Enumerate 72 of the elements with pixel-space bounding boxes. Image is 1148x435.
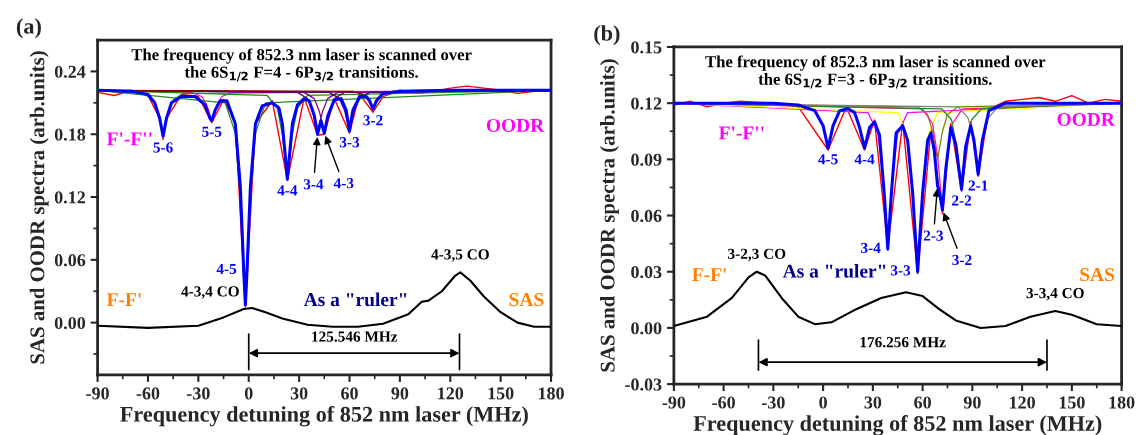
x-tick-label: 90 (391, 387, 409, 400)
y-tick-label: 0.03 (631, 265, 662, 279)
data-label: 4-5 (216, 263, 237, 275)
data-label: 4-3,5 CO (431, 249, 489, 262)
data-label: 2-1 (968, 180, 988, 191)
annotation: As a "ruler" (782, 264, 886, 278)
y-axis-title: SAS and OODR spectra (arb.units) (29, 51, 49, 364)
data-label: 4-5 (818, 154, 838, 165)
data-label: 3-2,3 CO (728, 248, 786, 262)
x-tick-label: -30 (762, 396, 785, 409)
y-tick-label: 0.06 (54, 254, 86, 267)
y-tick-label: 0.12 (54, 191, 85, 204)
x-tick-label: 60 (341, 387, 358, 400)
annotation: The frequency of 852.3 nm laser is scanned over the 6S$_{1/2}$ F=3 - 6P$_{3/2}$ transitions. (705, 55, 1046, 89)
y-tick-label: 0.18 (54, 128, 86, 141)
annotation: 3-4 (303, 179, 324, 190)
annotation: SAS (509, 293, 544, 307)
y-axis-title: SAS and OODR spectra (arb.units) (600, 59, 619, 372)
annotation: F-F' (106, 293, 141, 306)
x-tick-label: 0 (244, 387, 253, 400)
data-label: 3-3 (890, 265, 911, 276)
annotation: F-F' (692, 268, 726, 281)
annotation: F'-F'' (718, 126, 764, 140)
x-tick-label: -60 (136, 387, 160, 400)
data-label: 2-2 (952, 195, 972, 206)
x-tick-label: -90 (662, 396, 686, 409)
data-label: 3-3 (339, 137, 360, 148)
annotation: OODR (486, 118, 545, 132)
y-tick-label: 0.00 (631, 322, 662, 335)
x-axis-title: Frequency detuning of 852 nm laser (MHz) (693, 415, 1102, 435)
annotation: 3-2 (952, 254, 972, 266)
x-tick-label: 180 (538, 387, 564, 400)
x-tick-label: -60 (712, 396, 735, 409)
x-tick-label: 150 (1059, 396, 1085, 409)
y-tick-label: 0.24 (54, 65, 86, 78)
data-label: 3-3,4 CO (1026, 287, 1084, 301)
data-label: 5-6 (153, 142, 173, 153)
x-axis-title: Frequency detuning of 852 nm laser (MHz) (120, 405, 528, 427)
x-tick-label: 60 (914, 396, 931, 409)
x-tick-label: 150 (488, 387, 514, 400)
x-tick-label: 180 (1109, 396, 1135, 409)
data-label: 4-4 (854, 154, 875, 165)
x-tick-label: 30 (864, 396, 882, 409)
annotation: The frequency of 852.3 nm laser is scanned over the 6S$_{1/2}$ F=4 - 6P$_{3/2}$ transitions. (131, 48, 472, 82)
annotation: F'-F'' (106, 132, 152, 146)
data-label: 4-4 (277, 185, 298, 196)
annotation: 2-3 (923, 230, 944, 241)
data-label: 3-2 (363, 115, 383, 126)
y-tick-label: -0.03 (625, 378, 662, 391)
x-tick-label: 120 (438, 387, 464, 400)
y-tick-label: 0.15 (631, 41, 662, 54)
y-tick-label: 0.00 (54, 316, 86, 330)
annotation: 176.256 MHz (860, 337, 946, 348)
annotation: SAS (1080, 268, 1115, 282)
y-tick-label: 0.09 (631, 153, 662, 166)
x-tick-label: 0 (819, 396, 827, 409)
annotation: 4-3 (333, 178, 354, 189)
x-tick-label: -90 (86, 387, 109, 400)
x-tick-label: 30 (290, 387, 308, 400)
y-tick-label: 0.06 (631, 209, 662, 223)
annotation: OODR (1057, 112, 1116, 127)
data-label: 3-4 (861, 242, 881, 254)
x-tick-label: -30 (186, 387, 210, 400)
x-tick-label: 90 (963, 396, 981, 409)
annotation: As a "ruler" (303, 292, 407, 307)
data-label: 5-5 (202, 126, 222, 137)
annotation: 125.546 MHz (312, 331, 398, 342)
data-label: 4-3,4 CO (181, 286, 239, 299)
chart-title: (a) (16, 18, 41, 39)
chart-title: (b) (594, 25, 620, 46)
x-tick-label: 120 (1010, 396, 1035, 409)
y-tick-label: 0.12 (631, 97, 662, 110)
